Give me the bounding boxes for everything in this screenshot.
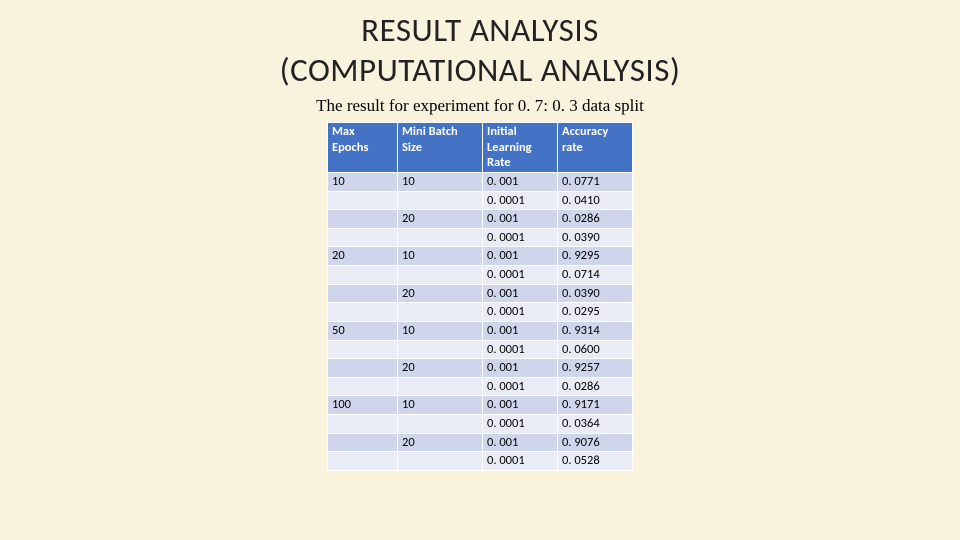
col-header-learning-rate: Initial Learning Rate [483, 123, 558, 173]
table-row: 100100. 0010. 9171 [328, 396, 633, 415]
table-cell [328, 433, 398, 452]
table-row: 200. 0010. 9076 [328, 433, 633, 452]
page-subtitle: The result for experiment for 0. 7: 0. 3… [0, 96, 960, 116]
table-row: 0. 00010. 0528 [328, 452, 633, 471]
table-row: 0. 00010. 0286 [328, 377, 633, 396]
table-cell: 20 [398, 359, 483, 378]
table-cell: 0. 0001 [483, 303, 558, 322]
col-header-mini-batch: Mini Batch Size [398, 123, 483, 173]
table-cell [398, 452, 483, 471]
table-row: 0. 00010. 0390 [328, 228, 633, 247]
page-title-line2: (COMPUTATIONAL ANALYSIS) [0, 50, 960, 90]
table-header-row: Max Epochs Mini Batch Size Initial Learn… [328, 123, 633, 173]
table-cell [328, 415, 398, 434]
table-cell [328, 452, 398, 471]
table-cell [398, 340, 483, 359]
table-cell: 10 [398, 172, 483, 191]
table-cell [398, 415, 483, 434]
table-cell: 0. 9076 [558, 433, 633, 452]
table-cell [328, 191, 398, 210]
table-row: 200. 0010. 0390 [328, 284, 633, 303]
table-cell: 0. 0286 [558, 377, 633, 396]
table-cell [328, 210, 398, 229]
table-cell: 0. 001 [483, 433, 558, 452]
table-cell: 0. 9171 [558, 396, 633, 415]
col-header-accuracy: Accuracy rate [558, 123, 633, 173]
table-cell: 0. 0001 [483, 191, 558, 210]
table-cell: 0. 0001 [483, 452, 558, 471]
table-row: 0. 00010. 0295 [328, 303, 633, 322]
table-cell [398, 191, 483, 210]
table-row: 200. 0010. 9257 [328, 359, 633, 378]
table-cell: 10 [398, 247, 483, 266]
table-cell: 0. 9257 [558, 359, 633, 378]
table-cell: 0. 0771 [558, 172, 633, 191]
table-cell: 10 [398, 321, 483, 340]
table-cell [398, 228, 483, 247]
table-cell: 0. 001 [483, 172, 558, 191]
table-cell: 20 [328, 247, 398, 266]
results-table: Max Epochs Mini Batch Size Initial Learn… [327, 122, 633, 471]
table-cell: 0. 0001 [483, 377, 558, 396]
table-cell: 0. 0714 [558, 266, 633, 285]
table-row: 0. 00010. 0410 [328, 191, 633, 210]
table-cell: 20 [398, 284, 483, 303]
table-cell: 0. 0001 [483, 228, 558, 247]
table-row: 0. 00010. 0714 [328, 266, 633, 285]
table-cell [398, 266, 483, 285]
table-body: 10100. 0010. 07710. 00010. 0410200. 0010… [328, 172, 633, 470]
table-cell: 100 [328, 396, 398, 415]
page-title-line1: RESULT ANALYSIS [0, 10, 960, 50]
table-cell: 0. 001 [483, 210, 558, 229]
table-cell: 0. 001 [483, 359, 558, 378]
table-cell: 0. 001 [483, 247, 558, 266]
table-cell: 0. 0001 [483, 415, 558, 434]
table-cell [328, 266, 398, 285]
table-cell: 10 [398, 396, 483, 415]
table-row: 20100. 0010. 9295 [328, 247, 633, 266]
table-cell [398, 303, 483, 322]
table-cell: 0. 0410 [558, 191, 633, 210]
table-cell [328, 284, 398, 303]
table-cell: 0. 0364 [558, 415, 633, 434]
table-cell [328, 303, 398, 322]
table-row: 0. 00010. 0600 [328, 340, 633, 359]
table-cell: 20 [398, 210, 483, 229]
table-row: 0. 00010. 0364 [328, 415, 633, 434]
table-cell: 20 [398, 433, 483, 452]
table-cell: 0. 001 [483, 321, 558, 340]
table-cell [328, 228, 398, 247]
table-cell: 50 [328, 321, 398, 340]
col-header-max-epochs: Max Epochs [328, 123, 398, 173]
table-cell: 0. 9295 [558, 247, 633, 266]
table-cell: 0. 0001 [483, 340, 558, 359]
table-cell: 0. 001 [483, 284, 558, 303]
table-row: 200. 0010. 0286 [328, 210, 633, 229]
table-cell [328, 359, 398, 378]
results-table-container: Max Epochs Mini Batch Size Initial Learn… [0, 122, 960, 471]
table-cell: 0. 9314 [558, 321, 633, 340]
table-cell: 0. 0295 [558, 303, 633, 322]
table-cell: 0. 0001 [483, 266, 558, 285]
table-cell: 0. 0390 [558, 284, 633, 303]
table-cell [328, 377, 398, 396]
table-cell: 10 [328, 172, 398, 191]
table-cell: 0. 0390 [558, 228, 633, 247]
table-cell: 0. 001 [483, 396, 558, 415]
page-title-block: RESULT ANALYSIS (COMPUTATIONAL ANALYSIS) [0, 10, 960, 90]
table-row: 50100. 0010. 9314 [328, 321, 633, 340]
table-cell: 0. 0600 [558, 340, 633, 359]
table-cell: 0. 0528 [558, 452, 633, 471]
table-cell: 0. 0286 [558, 210, 633, 229]
table-cell [398, 377, 483, 396]
table-cell [328, 340, 398, 359]
table-row: 10100. 0010. 0771 [328, 172, 633, 191]
